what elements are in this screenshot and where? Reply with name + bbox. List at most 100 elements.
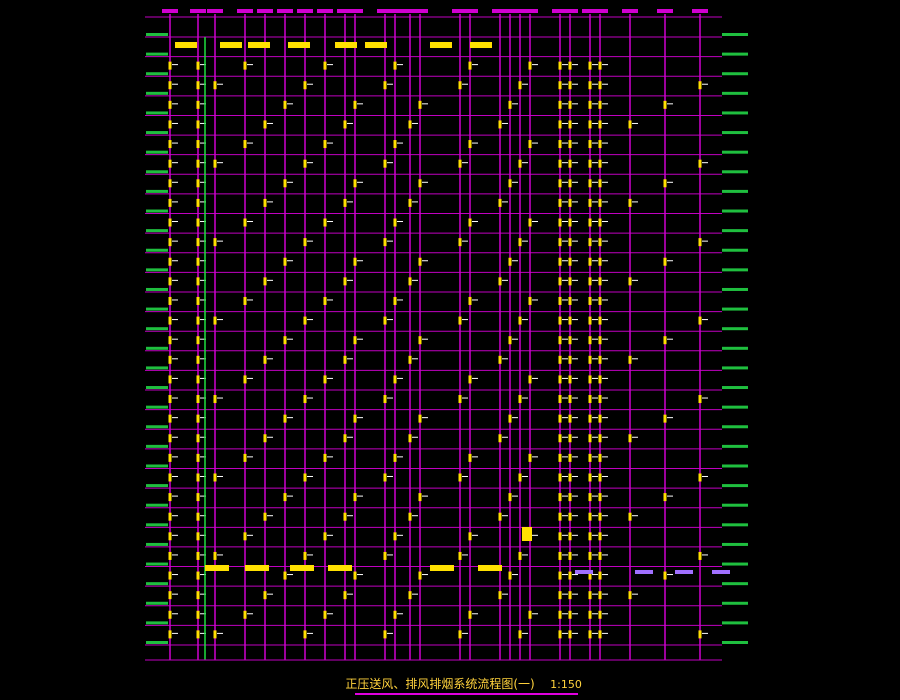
damper: [458, 551, 462, 560]
damper: [518, 395, 522, 404]
damper: [343, 355, 347, 364]
damper: [196, 257, 200, 266]
damper: [418, 179, 422, 188]
damper: [558, 630, 562, 639]
damper: [353, 493, 357, 502]
level-mark-right: [722, 641, 748, 644]
roof-unit: [430, 42, 452, 48]
level-mark-left: [146, 170, 168, 174]
damper: [303, 395, 307, 404]
damper: [343, 277, 347, 286]
riser-tag: [190, 9, 206, 13]
level-mark-right: [722, 562, 748, 566]
damper: [588, 512, 592, 521]
damper: [498, 277, 502, 286]
damper: [558, 238, 562, 247]
level-mark-left: [146, 641, 168, 644]
damper: [558, 277, 562, 286]
damper: [196, 296, 200, 305]
damper: [598, 512, 602, 521]
basement-unit: [290, 565, 314, 571]
damper: [458, 473, 462, 482]
damper: [663, 414, 667, 423]
damper: [408, 434, 412, 443]
damper: [598, 296, 602, 305]
damper: [663, 571, 667, 580]
damper: [588, 61, 592, 70]
damper: [168, 591, 172, 600]
basement-unit: [205, 565, 229, 571]
damper: [243, 610, 247, 619]
damper: [598, 218, 602, 227]
damper: [518, 159, 522, 168]
damper: [698, 395, 702, 404]
damper: [283, 571, 287, 580]
damper: [168, 100, 172, 109]
damper: [168, 512, 172, 521]
schematic: [145, 9, 748, 661]
damper: [588, 473, 592, 482]
damper: [568, 551, 572, 560]
damper: [698, 159, 702, 168]
damper: [418, 336, 422, 345]
riser-tag: [402, 9, 418, 13]
damper: [353, 336, 357, 345]
riser-tag: [257, 9, 273, 13]
damper: [408, 512, 412, 521]
damper: [558, 61, 562, 70]
level-mark-right: [722, 464, 748, 468]
damper: [568, 100, 572, 109]
level-mark-left: [146, 386, 168, 390]
damper: [263, 591, 267, 600]
damper: [303, 473, 307, 482]
damper: [568, 512, 572, 521]
damper: [168, 316, 172, 325]
level-mark-left: [146, 52, 168, 56]
damper: [196, 120, 200, 129]
damper: [568, 591, 572, 600]
damper: [213, 238, 217, 247]
level-mark-left: [146, 405, 168, 409]
damper: [588, 395, 592, 404]
damper: [213, 316, 217, 325]
damper: [558, 336, 562, 345]
roof-unit: [175, 42, 197, 48]
level-mark-right: [722, 601, 748, 605]
damper: [588, 630, 592, 639]
damper: [568, 532, 572, 541]
damper: [213, 81, 217, 90]
damper: [588, 218, 592, 227]
level-mark-left: [146, 621, 168, 625]
damper: [588, 493, 592, 502]
damper: [498, 198, 502, 207]
damper: [508, 100, 512, 109]
damper: [343, 120, 347, 129]
level-mark-left: [146, 111, 168, 115]
damper: [598, 493, 602, 502]
damper: [598, 120, 602, 129]
damper: [568, 61, 572, 70]
damper: [393, 218, 397, 227]
damper: [383, 395, 387, 404]
damper: [698, 551, 702, 560]
damper: [468, 296, 472, 305]
damper: [458, 238, 462, 247]
damper: [168, 257, 172, 266]
damper: [196, 238, 200, 247]
level-mark-right: [722, 444, 748, 448]
damper: [588, 316, 592, 325]
damper: [168, 493, 172, 502]
level-mark-left: [146, 562, 168, 566]
damper: [558, 257, 562, 266]
roof-unit: [470, 42, 492, 48]
riser-tag: [582, 9, 598, 13]
level-mark-right: [722, 268, 748, 272]
damper: [588, 120, 592, 129]
level-mark-left: [146, 523, 168, 527]
damper: [213, 395, 217, 404]
damper: [598, 355, 602, 364]
damper: [323, 61, 327, 70]
damper: [323, 375, 327, 384]
